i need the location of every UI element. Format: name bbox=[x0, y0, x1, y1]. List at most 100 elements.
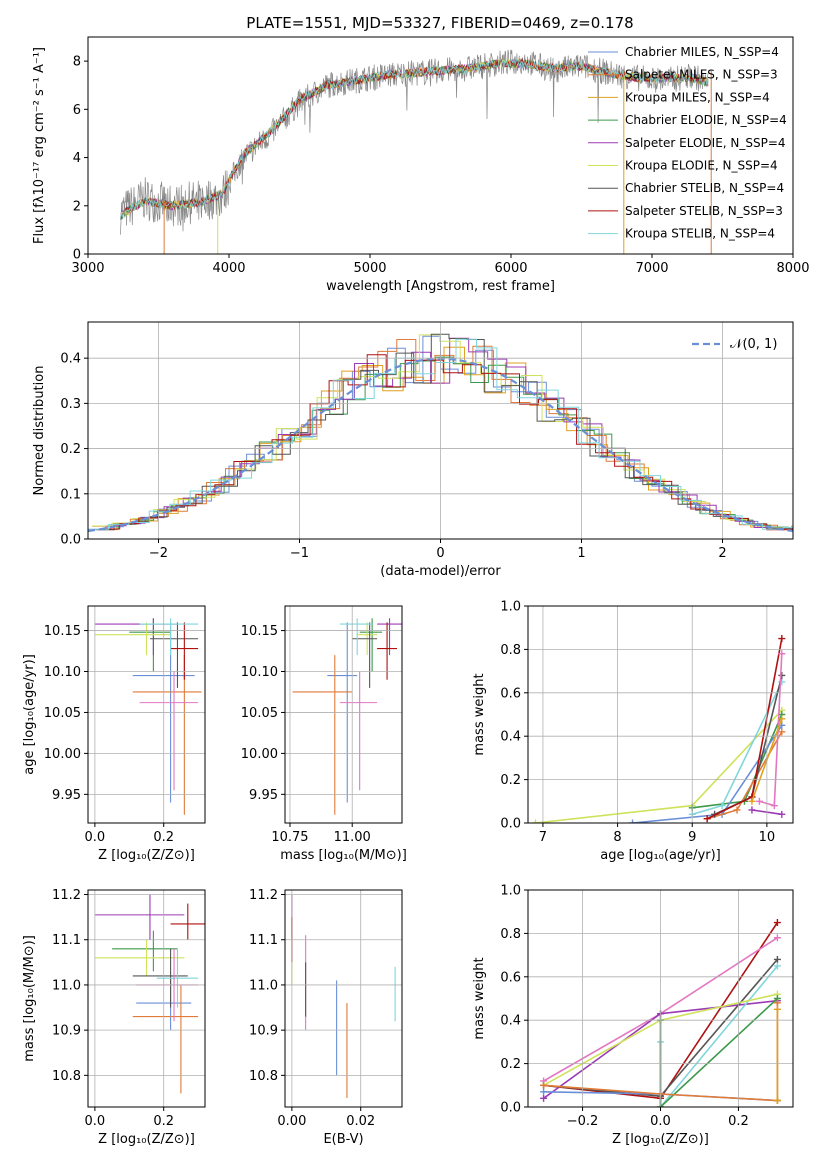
x-tick-label: 0.0 bbox=[650, 1114, 671, 1129]
weight-marker-chabrier_stelib bbox=[778, 671, 786, 679]
plot-area bbox=[119, 49, 712, 254]
axes-frame bbox=[87, 321, 794, 540]
y-tick-label: 0.4 bbox=[500, 1014, 521, 1029]
x-tick-label: 8000 bbox=[776, 261, 809, 276]
y-tick-label: 6 bbox=[73, 103, 81, 118]
axes-frame bbox=[284, 889, 403, 1108]
y-tick-label: 0.2 bbox=[500, 773, 521, 788]
y-tick-label: 9.95 bbox=[52, 788, 81, 803]
weight-marker-pink bbox=[755, 797, 763, 805]
x-tick-label: 0.00 bbox=[277, 1114, 306, 1129]
y-axis-label: mass [log₁₀(M/M⊙)] bbox=[22, 935, 37, 1062]
y-tick-label: 11.0 bbox=[52, 978, 81, 993]
weight-marker-salpeter_miles bbox=[540, 1081, 548, 1089]
x-tick-label: 7 bbox=[539, 830, 547, 845]
y-tick-label: 0.2 bbox=[500, 1057, 521, 1072]
axes-frame bbox=[87, 889, 206, 1108]
legend-entry: Chabrier ELODIE, N_SSP=4 bbox=[625, 113, 787, 127]
weight-marker-salpeter_elodie bbox=[778, 810, 786, 818]
y-tick-label: 0.2 bbox=[60, 442, 81, 457]
x-tick-label: 0.2 bbox=[153, 1114, 174, 1129]
weight-marker-kroupa_miles bbox=[773, 1005, 781, 1013]
weight-line-kroupa_stelib bbox=[659, 965, 779, 1107]
panel-mass_vs_ebv: 0.00 0.02 10.8 10.9 11.0 11.1 11.2 E(B-V) bbox=[249, 888, 403, 1147]
panel-residual_hist: −2 −1 0 1 2 0.0 0.1 0.2 0.3 0.4 (data-model)/error… bbox=[32, 321, 794, 579]
x-tick-label: 1 bbox=[577, 546, 585, 561]
panel-age_vs_Z: 0.0 0.2 9.95 10.00 10.05 10.10 10.15 Z [log₁₀(Z… bbox=[22, 605, 206, 863]
hist-step-kroupa_miles bbox=[96, 346, 793, 531]
panel-spectrum: 3000 4000 5000 6000 7000 8000 0 2 4 6 8 wavelength … bbox=[32, 36, 810, 294]
hist-step-chabrier_stelib bbox=[96, 333, 793, 531]
y-axis-label: Normed distribution bbox=[32, 366, 47, 496]
x-axis-label: Z [log₁₀(Z/Z⊙)] bbox=[612, 1132, 709, 1147]
y-tick-label: 11.1 bbox=[249, 933, 278, 948]
weight-marker-pink bbox=[773, 934, 781, 942]
axes-frame bbox=[87, 605, 206, 824]
plot-area bbox=[531, 635, 786, 823]
y-tick-label: 10.8 bbox=[249, 1069, 278, 1084]
figure-title: PLATE=1551, MJD=53327, FIBERID=0469, z=0… bbox=[246, 14, 633, 32]
y-tick-label: 10.00 bbox=[44, 747, 81, 762]
y-tick-label: 10.9 bbox=[52, 1024, 81, 1039]
legend-entry: Salpeter ELODIE, N_SSP=4 bbox=[625, 136, 786, 150]
y-axis-label: mass weight bbox=[472, 673, 487, 755]
y-tick-label: 0.3 bbox=[60, 397, 81, 412]
x-tick-label: −0.2 bbox=[567, 1114, 599, 1129]
x-tick-label: −2 bbox=[149, 546, 168, 561]
weight-line-salpeter_stelib bbox=[706, 638, 783, 820]
weight-marker-kroupa_miles bbox=[778, 715, 786, 723]
panel-mass_weight_vs_age: 7 8 9 10 0.0 0.2 0.4 0.6 0.8 1.0 age [log₁₀(age/yr… bbox=[472, 600, 794, 863]
x-axis-label: mass [log₁₀(M/M⊙)] bbox=[280, 848, 407, 863]
y-tick-label: 0.8 bbox=[500, 643, 521, 658]
y-tick-label: 1.0 bbox=[500, 600, 521, 615]
hist-step-salpeter_stelib bbox=[100, 354, 793, 531]
y-tick-label: 10.9 bbox=[249, 1024, 278, 1039]
y-tick-label: 0.4 bbox=[500, 730, 521, 745]
x-tick-label: 0 bbox=[436, 546, 444, 561]
axes-frame bbox=[284, 605, 403, 824]
x-tick-label: 3000 bbox=[71, 261, 104, 276]
y-tick-label: 0.6 bbox=[500, 970, 521, 985]
y-tick-label: 0.1 bbox=[60, 487, 81, 502]
weight-marker-chabrier_miles bbox=[540, 1088, 548, 1096]
x-tick-label: 0.0 bbox=[85, 1114, 106, 1129]
x-tick-label: −1 bbox=[290, 546, 309, 561]
y-tick-label: 1.0 bbox=[500, 884, 521, 899]
x-tick-label: 0.02 bbox=[346, 1114, 375, 1129]
weight-marker-kroupa_stelib bbox=[773, 962, 781, 970]
y-tick-label: 8 bbox=[73, 55, 81, 70]
y-tick-label: 0.0 bbox=[60, 533, 81, 548]
x-tick-label: 2 bbox=[718, 546, 726, 561]
plot-area bbox=[94, 894, 205, 1094]
weight-marker-kroupa_miles bbox=[748, 797, 756, 805]
weight-marker-salpeter_elodie bbox=[540, 1094, 548, 1102]
weight-marker-kroupa_miles bbox=[773, 1096, 781, 1104]
weight-line-chabrier_miles bbox=[632, 724, 783, 823]
plot-area bbox=[88, 333, 793, 533]
x-tick-label: 0.2 bbox=[153, 830, 174, 845]
legend-entry: Chabrier STELIB, N_SSP=4 bbox=[625, 181, 784, 195]
x-axis-label: age [log₁₀(age/yr)] bbox=[600, 848, 721, 863]
x-axis-label: wavelength [Angstrom, rest frame] bbox=[326, 279, 555, 294]
weight-marker-kroupa_stelib bbox=[718, 802, 726, 810]
panel-mass_weight_vs_Z: −0.2 0.0 0.2 0.0 0.2 0.4 0.6 0.8 1.0 Z [log₁₀(Z/Z… bbox=[472, 884, 794, 1147]
x-axis-label: Z [log₁₀(Z/Z⊙)] bbox=[98, 1132, 195, 1147]
y-tick-label: 0.8 bbox=[500, 927, 521, 942]
plot-area bbox=[291, 894, 396, 1098]
y-tick-label: 10.8 bbox=[52, 1069, 81, 1084]
weight-marker-salpeter_miles bbox=[733, 806, 741, 814]
y-tick-label: 11.0 bbox=[249, 978, 278, 993]
spectrum-legend: Chabrier MILES, N_SSP=4 Salpeter MILES, N… bbox=[588, 45, 787, 241]
hist-step-salpeter_elodie bbox=[88, 337, 793, 531]
y-tick-label: 10.10 bbox=[241, 665, 278, 680]
x-axis-label: Z [log₁₀(Z/Z⊙)] bbox=[98, 848, 195, 863]
weight-marker-pink bbox=[778, 650, 786, 658]
x-tick-label: 10.75 bbox=[271, 830, 308, 845]
x-axis-label: E(B-V) bbox=[323, 1132, 363, 1147]
y-tick-label: 10.10 bbox=[44, 665, 81, 680]
legend-entry: Kroupa STELIB, N_SSP=4 bbox=[625, 227, 775, 241]
y-axis-label: age [log₁₀(age/yr)] bbox=[22, 654, 37, 775]
axes-frame bbox=[87, 36, 794, 255]
x-tick-label: 9 bbox=[688, 830, 696, 845]
weight-marker-pink bbox=[770, 802, 778, 810]
